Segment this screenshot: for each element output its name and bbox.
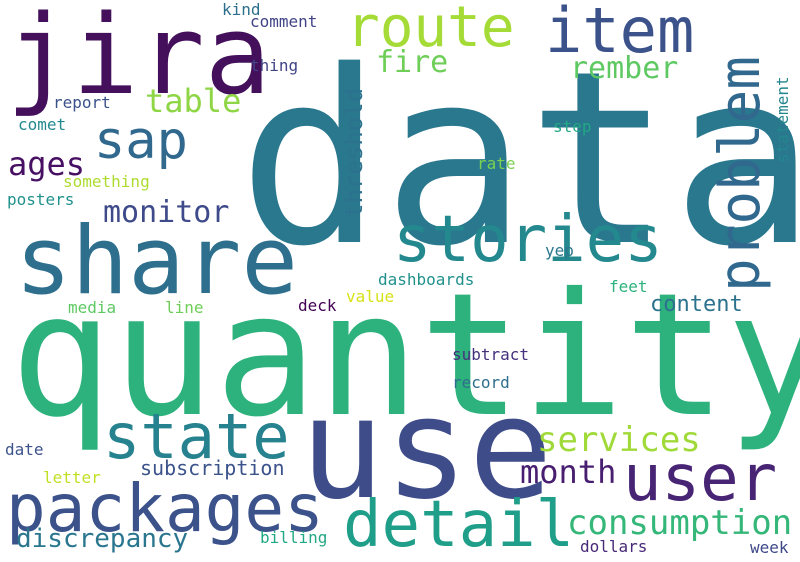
- word-billing: billing: [260, 528, 328, 547]
- word-services: services: [537, 420, 701, 460]
- word-rember: rember: [570, 51, 679, 86]
- word-use: use: [300, 368, 553, 531]
- word-comment: comment: [250, 12, 318, 31]
- word-content: content: [650, 292, 743, 317]
- word-sap: sap: [94, 111, 188, 171]
- word-statement: statement: [773, 76, 792, 163]
- word-route: route: [346, 0, 515, 60]
- word-consumption: consumption: [567, 503, 793, 543]
- word-monitor: monitor: [103, 195, 230, 230]
- word-month: month: [520, 453, 617, 491]
- word-posters: posters: [7, 190, 75, 209]
- word-comet: comet: [18, 115, 67, 134]
- word-dollars: dollars: [580, 537, 648, 556]
- word-record: record: [452, 373, 510, 392]
- word-date: date: [5, 440, 44, 459]
- word-share: share: [15, 207, 298, 316]
- word-dashboards: dashboards: [378, 270, 475, 289]
- word-packages: packages: [6, 470, 324, 547]
- word-yep: yep: [545, 241, 574, 260]
- word-jira: jira: [6, 0, 271, 119]
- word-ages: ages: [8, 145, 86, 183]
- word-fire: fire: [376, 45, 449, 80]
- word-something: something: [63, 172, 150, 191]
- word-feet: feet: [609, 277, 648, 296]
- word-quantity: quantity: [10, 257, 800, 455]
- word-threshold: threshold: [340, 87, 368, 218]
- word-kind: kind: [222, 0, 261, 19]
- word-media: media: [68, 298, 117, 317]
- word-report: report: [53, 93, 111, 112]
- word-item: item: [545, 0, 695, 67]
- word-deck: deck: [298, 296, 337, 315]
- word-detail: detail: [343, 488, 575, 562]
- word-state: state: [103, 400, 290, 473]
- word-table: table: [145, 82, 242, 120]
- word-week: week: [750, 538, 789, 557]
- word-subscription: subscription: [140, 456, 285, 480]
- word-rate: rate: [477, 154, 516, 173]
- word-value: value: [346, 287, 395, 306]
- word-line: line: [165, 298, 204, 317]
- word-subtract: subtract: [452, 345, 530, 364]
- word-discrepancy: discrepancy: [16, 524, 189, 554]
- word-letter: letter: [43, 468, 101, 487]
- word-data: data: [238, 19, 800, 299]
- word-step: step: [553, 117, 592, 136]
- word-stories: stories: [393, 203, 663, 277]
- word-user: user: [623, 442, 778, 516]
- word-problem: problem: [708, 55, 773, 292]
- word-thing: thing: [250, 56, 299, 75]
